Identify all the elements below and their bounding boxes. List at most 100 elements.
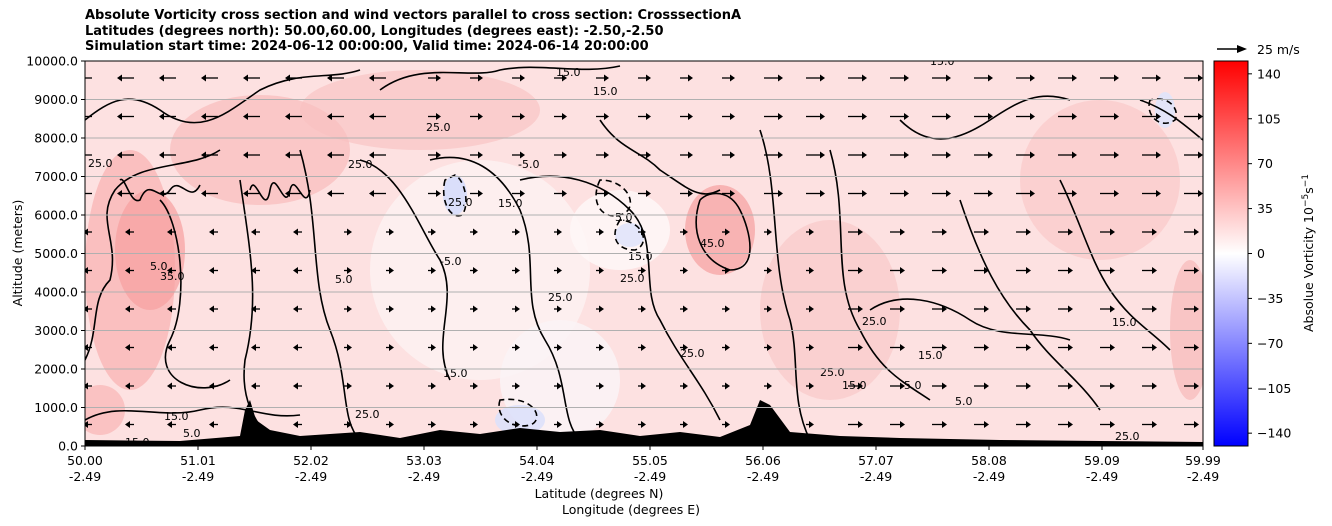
wind-vector xyxy=(512,151,525,159)
x-tick-label-lon: -2.49 xyxy=(408,469,440,484)
colorbar-tick-label: −35 xyxy=(1257,291,1283,306)
wind-vector xyxy=(125,344,134,351)
y-tick-label: 8000.0 xyxy=(34,131,78,146)
wind-vector xyxy=(470,74,483,82)
wind-vector xyxy=(680,228,688,236)
wind-vector xyxy=(890,382,905,390)
x-tick-label-lat: 56.06 xyxy=(745,453,781,468)
wind-vector xyxy=(293,267,302,274)
wind-vector xyxy=(554,267,562,274)
wind-vector xyxy=(428,190,441,197)
wind-vector xyxy=(722,267,730,274)
wind-vector xyxy=(1184,228,1199,236)
wind-vector xyxy=(554,74,567,82)
wind-vector xyxy=(344,421,352,428)
wind-vector xyxy=(470,190,483,197)
x-tick-label-lon: -2.49 xyxy=(69,469,101,484)
wind-vector xyxy=(117,151,134,159)
wind-vector xyxy=(1142,421,1157,428)
wind-vector xyxy=(932,305,947,313)
wind-vector xyxy=(848,228,863,236)
wind-vector xyxy=(327,113,344,120)
wind-vector xyxy=(1016,421,1031,428)
x-axis-label-longitude: Longitude (degrees E) xyxy=(562,502,700,517)
wind-vector xyxy=(167,228,176,236)
wind-vector xyxy=(848,344,863,351)
wind-vector xyxy=(167,421,176,428)
wind-vector xyxy=(848,190,867,197)
wind-vector xyxy=(470,151,483,159)
contour-label: -5.0 xyxy=(440,255,461,268)
y-tick-label: 0.0 xyxy=(58,439,78,454)
wind-vector xyxy=(125,305,134,313)
wind-vector xyxy=(1142,267,1157,274)
wind-vector xyxy=(159,151,176,159)
wind-vector xyxy=(554,305,562,313)
wind-vector xyxy=(554,344,562,351)
x-tick-label-lat: 58.08 xyxy=(971,453,1007,468)
wind-vector xyxy=(848,421,863,428)
wind-vector xyxy=(1100,344,1115,351)
wind-vector xyxy=(1142,74,1161,82)
wind-vector xyxy=(1058,190,1077,197)
wind-vector xyxy=(327,74,344,82)
wind-vector xyxy=(932,382,947,390)
wind-vector xyxy=(85,344,92,351)
wind-vector xyxy=(251,267,260,274)
wind-vector xyxy=(1184,344,1199,351)
wind-vector xyxy=(125,421,134,428)
wind-vector xyxy=(369,190,386,197)
wind-vector xyxy=(428,228,436,236)
wind-vector xyxy=(890,305,905,313)
wind-vector xyxy=(369,151,386,159)
y-tick-label: 6000.0 xyxy=(34,208,78,223)
contour-label: 25.0 xyxy=(448,196,473,209)
wind-vector xyxy=(1016,305,1031,313)
wind-vector xyxy=(428,382,436,390)
wind-vector xyxy=(1184,421,1199,428)
wind-vector xyxy=(722,74,735,82)
title-line-2: Latitudes (degrees north): 50.00,60.00, … xyxy=(85,23,664,39)
x-tick-label-lon: -2.49 xyxy=(747,469,779,484)
contour-label: 15.0 xyxy=(1112,316,1137,329)
wind-vector xyxy=(890,113,909,120)
contour-label: 5.0 xyxy=(335,273,353,286)
chart-title: Absolute Vorticity cross section and win… xyxy=(85,8,741,55)
wind-vector xyxy=(85,421,92,428)
wind-vector xyxy=(764,267,772,274)
x-tick-label-lat: 57.07 xyxy=(858,453,894,468)
wind-vector xyxy=(167,344,176,351)
y-axis: 0.0 1000.0 2000.0 3000.0 4000.0 5000.0 6000.0 7… xyxy=(26,54,85,454)
wind-vector xyxy=(209,382,218,390)
wind-vector xyxy=(1016,113,1035,120)
colorbar-tick-label: 105 xyxy=(1257,111,1281,126)
wind-vector xyxy=(596,421,604,428)
wind-vector xyxy=(428,74,441,82)
wind-vector xyxy=(293,228,302,236)
wind-vector xyxy=(680,113,693,120)
y-tick-label: 7000.0 xyxy=(34,169,78,184)
wind-vector xyxy=(764,151,783,159)
wind-vector xyxy=(243,113,260,120)
wind-vector xyxy=(596,151,609,159)
colorbar-tick-label: 35 xyxy=(1257,201,1273,216)
wind-vector xyxy=(1142,113,1161,120)
title-line-3: Simulation start time: 2024-06-12 00:00:… xyxy=(85,39,649,54)
wind-vector xyxy=(85,77,92,79)
wind-vector xyxy=(159,113,176,120)
wind-vector xyxy=(512,228,520,236)
wind-vector xyxy=(764,190,783,197)
wind-vector xyxy=(293,305,302,313)
wind-vector xyxy=(1100,113,1119,120)
wind-vector xyxy=(386,382,394,390)
arrow-right-icon xyxy=(1237,45,1247,53)
x-tick-label-lat: 59.09 xyxy=(1084,453,1120,468)
vorticity-field: 25.0 5.0 35.0 25.0 15.0 15.0 -5.0 15.0 5… xyxy=(85,61,1203,446)
wind-vector xyxy=(85,192,92,195)
quiver-key-label: 25 m/s xyxy=(1257,42,1300,57)
wind-vector xyxy=(680,305,688,313)
wind-vector xyxy=(344,228,352,236)
y-tick-label: 5000.0 xyxy=(34,246,78,261)
x-tick-label-lon: -2.49 xyxy=(1086,469,1118,484)
x-axis: 50.00-2.4951.01-2.4952.02-2.4953.03-2.49… xyxy=(67,446,1221,484)
